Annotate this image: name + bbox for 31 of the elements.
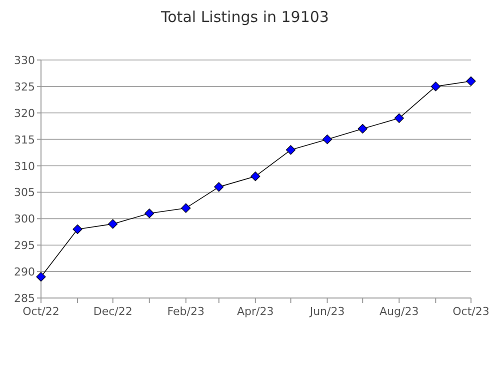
x-tick-label: Oct/22 [22, 305, 60, 318]
x-tick-label: Dec/22 [93, 305, 132, 318]
chart-title: Total Listings in 19103 [160, 8, 329, 26]
point [108, 219, 118, 229]
point [394, 113, 404, 123]
point [144, 208, 154, 218]
y-tick-label: 330 [14, 54, 35, 67]
point [214, 182, 224, 192]
point [36, 272, 46, 282]
x-tick-label: Jun/23 [308, 305, 345, 318]
y-tick-label: 300 [14, 212, 35, 226]
y-tick-label: 325 [14, 80, 35, 94]
point [322, 134, 332, 144]
y-tick-label: 285 [14, 292, 35, 305]
point [72, 224, 82, 234]
point [466, 76, 476, 86]
y-tick-label: 315 [14, 133, 35, 146]
x-tick-label: Apr/23 [237, 305, 274, 318]
y-tick-label: 295 [14, 239, 35, 252]
point [358, 124, 368, 134]
x-tick-label: Oct/23 [452, 305, 490, 318]
x-tick-label: Aug/23 [380, 305, 419, 318]
point [181, 203, 191, 213]
y-tick-label: 320 [14, 106, 35, 120]
point [250, 172, 260, 182]
y-tick-label: 305 [14, 186, 35, 200]
y-tick-label: 290 [14, 266, 35, 279]
x-tick-label: Feb/23 [167, 305, 204, 318]
point [286, 145, 296, 155]
point [430, 82, 440, 92]
y-tick-label: 310 [14, 160, 35, 173]
